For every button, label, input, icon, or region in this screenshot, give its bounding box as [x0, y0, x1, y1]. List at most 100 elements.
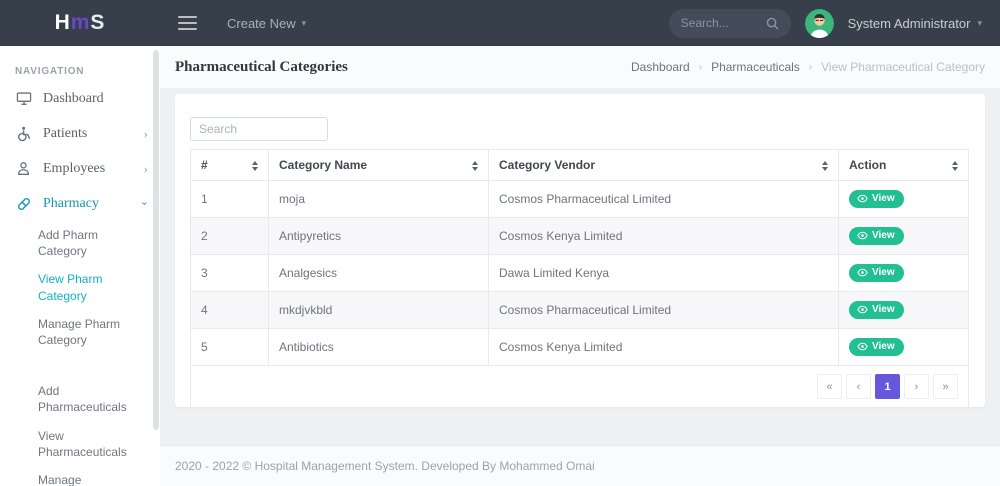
- sidebar-scrollbar[interactable]: [153, 50, 159, 430]
- sort-icon: [822, 161, 828, 171]
- user-avatar[interactable]: [804, 8, 834, 38]
- user-menu-dropdown[interactable]: System Administrator ▾: [848, 16, 982, 31]
- pharmacy-submenu: Add Pharm Category View Pharm Category Man…: [0, 221, 160, 486]
- page-header: Pharmaceutical Categories Dashboard › Ph…: [160, 46, 1000, 88]
- footer: 2020 - 2022 © Hospital Management System…: [160, 445, 1000, 486]
- breadcrumb-dashboard[interactable]: Dashboard: [631, 60, 690, 74]
- cell-category-vendor: Cosmos Pharmaceutical Limited: [488, 291, 839, 329]
- sidebar-item-employees[interactable]: Employees ›: [0, 151, 160, 186]
- cell-num: 3: [190, 254, 269, 292]
- hms-logo: HmS: [54, 11, 106, 34]
- create-new-dropdown[interactable]: Create New ▾: [227, 16, 306, 31]
- sort-icon: [472, 161, 478, 171]
- cell-category-name: Antibiotics: [268, 328, 489, 366]
- user-name-label: System Administrator: [847, 15, 971, 31]
- chevron-right-icon: ›: [698, 61, 703, 73]
- sidebar-subitem-manage-pharm-category[interactable]: Manage Pharm Category: [38, 316, 121, 347]
- pagination-page-current[interactable]: 1: [875, 374, 900, 399]
- column-header-vendor[interactable]: Category Vendor: [488, 149, 839, 181]
- sidebar-subitem-add-pharm-category[interactable]: Add Pharm Category: [38, 228, 99, 259]
- view-button[interactable]: View: [849, 190, 904, 208]
- eye-icon: [857, 268, 868, 277]
- pagination-row: «‹ 1 ›»: [190, 365, 969, 408]
- column-header-num[interactable]: #: [190, 149, 269, 181]
- table-row: 4 mkdjvkbld Cosmos Pharmaceutical Limited V…: [190, 291, 969, 329]
- chevron-down-icon: ▾: [301, 17, 307, 28]
- page-title: Pharmaceutical Categories: [175, 58, 348, 75]
- menu-toggle-icon[interactable]: [172, 10, 203, 36]
- wheelchair-icon: [15, 125, 32, 142]
- eye-icon: [857, 194, 868, 203]
- sidebar-item-label: Patients: [43, 125, 88, 141]
- cell-action: View: [838, 291, 969, 329]
- pagination-button[interactable]: ›: [904, 374, 929, 399]
- eye-icon: [857, 231, 868, 240]
- breadcrumb-pharmaceuticals[interactable]: Pharmaceuticals: [711, 60, 800, 74]
- cell-category-vendor: Cosmos Kenya Limited: [488, 328, 839, 366]
- sort-icon: [952, 161, 958, 171]
- table-row: 2 Antipyretics Cosmos Kenya Limited View: [190, 217, 969, 255]
- sidebar-item-label: Employees: [43, 160, 106, 176]
- sidebar-section-label: NAVIGATION: [15, 66, 85, 77]
- monitor-icon: [15, 90, 32, 107]
- cell-category-name: mkdjvkbld: [268, 291, 489, 329]
- user-icon: [15, 160, 32, 177]
- cell-num: 4: [190, 291, 269, 329]
- brand-logo[interactable]: HmS: [0, 11, 160, 35]
- sidebar-item-label: Dashboard: [43, 90, 104, 106]
- view-button[interactable]: View: [849, 301, 904, 319]
- chevron-right-icon: ›: [143, 161, 148, 176]
- cell-num: 5: [190, 328, 269, 366]
- main-content: Pharmaceutical Categories Dashboard › Ph…: [160, 46, 1000, 486]
- breadcrumb: Dashboard › Pharmaceuticals › View Pharm…: [631, 60, 985, 74]
- view-button[interactable]: View: [849, 227, 904, 245]
- table-search-input[interactable]: [190, 117, 328, 141]
- view-button[interactable]: View: [849, 264, 904, 282]
- cell-action: View: [838, 217, 969, 255]
- navbar-right: System Administrator ▾: [668, 8, 1000, 38]
- cell-category-name: Antipyretics: [268, 217, 489, 255]
- pagination-button[interactable]: ‹: [846, 374, 871, 399]
- table-row: 5 Antibiotics Cosmos Kenya Limited View: [190, 328, 969, 366]
- sidebar-subitem-add-pharmaceuticals[interactable]: Add Pharmaceuticals: [38, 384, 127, 415]
- cell-action: View: [838, 180, 969, 218]
- sidebar-subitem-manage-pharmaceuticals[interactable]: Manage Pharmaceuticals: [38, 472, 82, 486]
- sidebar-subitem-view-pharm-category[interactable]: View Pharm Category: [38, 272, 103, 303]
- cell-action: View: [838, 328, 969, 366]
- navbar-search-input[interactable]: [680, 16, 766, 30]
- cell-category-name: moja: [268, 180, 489, 218]
- table-header-row: # Category Name Category Vendor Action: [190, 149, 969, 181]
- cell-category-vendor: Cosmos Kenya Limited: [488, 217, 839, 255]
- column-header-name[interactable]: Category Name: [268, 149, 489, 181]
- eye-icon: [857, 342, 868, 351]
- table-row: 3 Analgesics Dawa Limited Kenya View: [190, 254, 969, 292]
- view-button[interactable]: View: [849, 338, 904, 356]
- sidebar-menu: Dashboard Patients › Employees › Pharmacy ›: [0, 81, 160, 221]
- chevron-down-icon: ›: [138, 201, 154, 206]
- chevron-down-icon: ▾: [977, 17, 982, 28]
- create-new-label: Create New: [227, 15, 296, 31]
- search-icon[interactable]: [766, 17, 779, 30]
- sidebar-item-dashboard[interactable]: Dashboard: [0, 81, 160, 116]
- categories-card: # Category Name Category Vendor Action 1…: [175, 94, 985, 408]
- cell-category-vendor: Cosmos Pharmaceutical Limited: [488, 180, 839, 218]
- sidebar-item-pharmacy[interactable]: Pharmacy ›: [0, 186, 160, 221]
- top-navbar: HmS Create New ▾ System Administrator ▾: [0, 0, 1000, 46]
- cell-num: 2: [190, 217, 269, 255]
- footer-text: 2020 - 2022 © Hospital Management System…: [175, 459, 595, 473]
- sidebar-item-patients[interactable]: Patients ›: [0, 116, 160, 151]
- column-header-action[interactable]: Action: [838, 149, 969, 181]
- sidebar-subitem-view-pharmaceuticals[interactable]: View Pharmaceuticals: [38, 428, 127, 459]
- sidebar: NAVIGATION Dashboard Patients › Employees › P…: [0, 46, 160, 486]
- sort-icon: [252, 161, 258, 171]
- capsule-icon: [15, 195, 32, 212]
- cell-num: 1: [190, 180, 269, 218]
- breadcrumb-current: View Pharmaceutical Category: [821, 60, 985, 74]
- pagination-button[interactable]: «: [817, 374, 842, 399]
- pagination-button[interactable]: »: [933, 374, 958, 399]
- cell-category-vendor: Dawa Limited Kenya: [488, 254, 839, 292]
- chevron-right-icon: ›: [143, 126, 148, 141]
- table-row: 1 moja Cosmos Pharmaceutical Limited View: [190, 180, 969, 218]
- sidebar-item-label: Pharmacy: [43, 195, 99, 211]
- categories-table: # Category Name Category Vendor Action 1…: [190, 149, 969, 408]
